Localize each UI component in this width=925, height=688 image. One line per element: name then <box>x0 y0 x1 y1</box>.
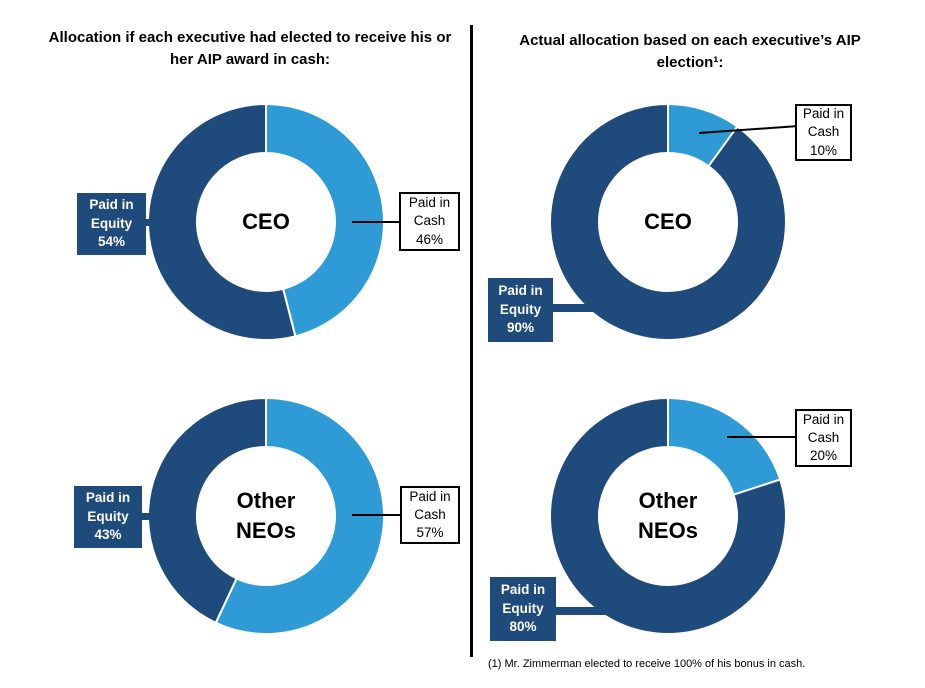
panel-divider-line <box>470 25 473 657</box>
label-line: Equity <box>87 508 129 524</box>
label-line: 90% <box>506 320 535 336</box>
cash-connector-line <box>352 514 401 516</box>
donut-svg-hypothetical-neos <box>147 397 385 635</box>
label-line: Paid in <box>498 282 543 298</box>
paid-in-equity-label-box: Paid in Equity 54% <box>77 193 146 255</box>
equity-connector-line <box>138 513 170 520</box>
label-line: Paid in <box>89 196 134 212</box>
donut-slice-paid-in-equity <box>549 397 787 635</box>
donut-slice-paid-in-equity <box>147 397 267 624</box>
donut-chart-actual-neos: Other NEOs <box>543 391 793 641</box>
donut-slice-paid-in-cash <box>667 397 782 496</box>
label-line: Cash <box>414 506 446 522</box>
label-line: Paid in <box>85 489 131 505</box>
right-panel-title: Actual allocation based on each executiv… <box>519 32 861 71</box>
donut-svg-actual-ceo <box>549 103 787 341</box>
cash-connector-line <box>352 221 400 223</box>
cash-connector-line <box>727 436 796 438</box>
label-line: Paid in <box>802 106 845 122</box>
label-line: Equity <box>499 301 542 317</box>
donut-slice-paid-in-equity <box>549 103 787 341</box>
label-line: Paid in <box>802 411 845 427</box>
equity-connector-line <box>140 219 172 226</box>
donut-slice-paid-in-cash <box>214 397 385 635</box>
donut-chart-hypothetical-neos: Other NEOs <box>141 391 391 641</box>
paid-in-equity-label-box: Paid in Equity 80% <box>490 577 556 641</box>
equity-connector-line <box>550 304 604 312</box>
paid-in-cash-label-box: Paid in Cash 10% <box>795 104 852 161</box>
paid-in-cash-label-box: Paid in Cash 57% <box>400 486 460 544</box>
label-line: Equity <box>90 215 133 231</box>
equity-connector-line <box>552 607 606 615</box>
label-line: 20% <box>809 448 838 464</box>
label-line: 46% <box>415 231 444 247</box>
footnote: (1) Mr. Zimmerman elected to receive 100… <box>488 658 806 670</box>
label-line: Cash <box>413 213 446 229</box>
paid-in-cash-label-box: Paid in Cash 46% <box>399 192 460 251</box>
label-line: 10% <box>809 142 838 158</box>
paid-in-cash-label-box: Paid in Cash 20% <box>795 409 852 467</box>
left-panel-title: Allocation if each executive had elected… <box>48 29 452 68</box>
label-line: 80% <box>509 619 537 635</box>
label-line: Paid in <box>409 488 451 504</box>
label-line: 57% <box>416 525 444 541</box>
paid-in-equity-label-box: Paid in Equity 90% <box>488 278 553 342</box>
label-line: 54% <box>97 234 126 250</box>
label-line: Cash <box>807 124 840 140</box>
donut-slice-paid-in-cash <box>265 103 385 338</box>
donut-svg-hypothetical-ceo <box>147 103 385 341</box>
label-line: Equity <box>502 600 544 616</box>
paid-in-equity-label-box: Paid in Equity 43% <box>74 486 142 548</box>
label-line: Paid in <box>408 195 451 211</box>
donut-slice-paid-in-equity <box>147 103 297 341</box>
label-line: Paid in <box>500 581 546 597</box>
label-line: 43% <box>94 527 122 543</box>
label-line: Cash <box>807 429 840 445</box>
donut-svg-actual-neos <box>549 397 787 635</box>
